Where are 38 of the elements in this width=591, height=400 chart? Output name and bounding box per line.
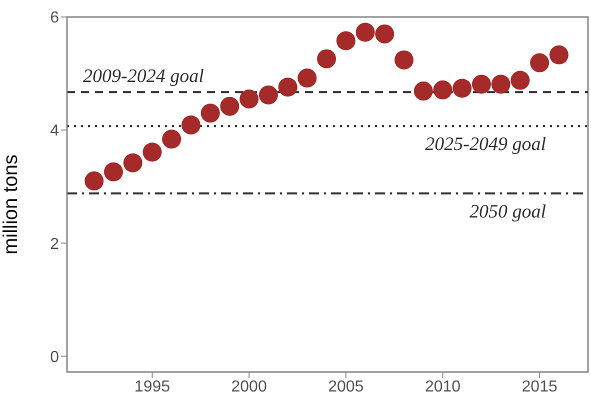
point xyxy=(142,142,162,162)
point xyxy=(452,78,472,98)
x-tick-label: 2005 xyxy=(328,378,364,396)
point xyxy=(317,49,336,68)
point xyxy=(433,80,452,100)
point xyxy=(220,96,240,116)
point xyxy=(258,86,278,105)
point xyxy=(123,153,142,172)
ref-line-label: 2025-2049 goal xyxy=(425,134,546,156)
x-tick-label: 2015 xyxy=(522,378,558,396)
point xyxy=(181,115,200,134)
point xyxy=(278,78,298,97)
y-tick-label: 6 xyxy=(50,10,60,27)
point xyxy=(298,68,317,88)
y-tick-label: 4 xyxy=(50,122,60,140)
y-tick-label: 0 xyxy=(50,348,60,366)
point xyxy=(510,70,530,90)
point xyxy=(84,171,104,190)
y-tick-label: 2 xyxy=(50,236,60,253)
point xyxy=(414,82,433,101)
point xyxy=(104,162,123,182)
point xyxy=(530,53,550,72)
y-axis-title: million tons xyxy=(0,154,22,254)
point xyxy=(200,104,220,123)
ref-line-label: 2009-2024 goal xyxy=(83,66,204,88)
ref-line-label: 2050 goal xyxy=(469,201,546,222)
x-tick-label: 2000 xyxy=(231,378,267,396)
point xyxy=(549,45,568,64)
x-tick-label: 2010 xyxy=(424,378,461,396)
point xyxy=(336,31,356,50)
point xyxy=(491,74,510,94)
point xyxy=(356,22,375,42)
point xyxy=(240,89,259,108)
point xyxy=(472,74,491,94)
point xyxy=(394,50,414,70)
point xyxy=(162,130,182,149)
x-tick-label: 1995 xyxy=(134,378,170,396)
point xyxy=(375,24,394,44)
